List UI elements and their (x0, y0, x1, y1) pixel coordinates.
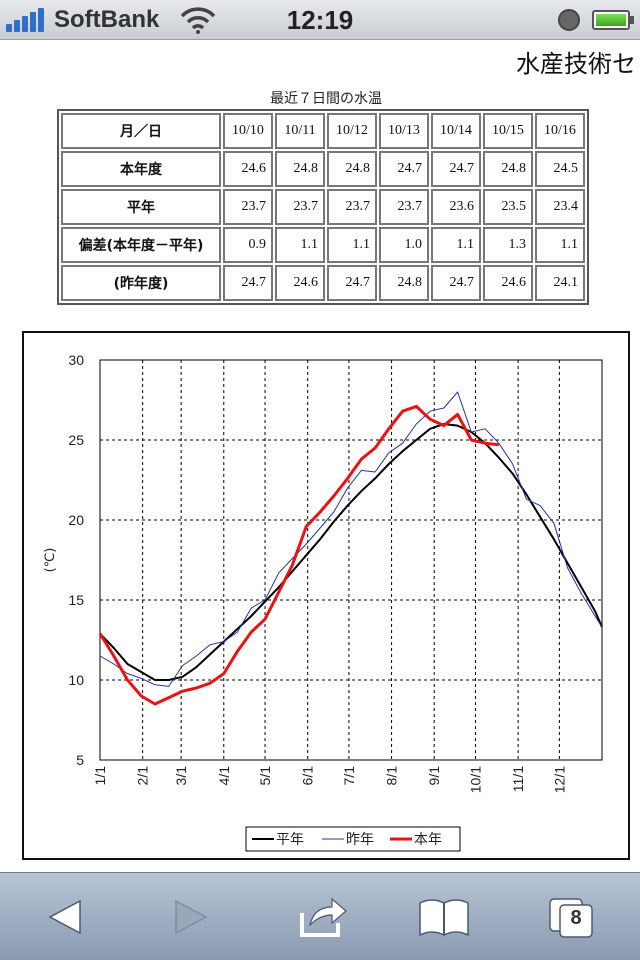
legend-label: 平年 (276, 832, 304, 848)
value-cell: 1.1 (535, 227, 585, 263)
date-cell: 10/14 (431, 113, 481, 149)
value-cell: 1.3 (483, 227, 533, 263)
y-tick-label: 30 (68, 352, 84, 368)
signal-icon (6, 8, 50, 32)
value-cell: 0.9 (223, 227, 273, 263)
date-cell: 10/15 (483, 113, 533, 149)
share-icon[interactable] (292, 891, 352, 943)
date-header-label: 月／日 (61, 113, 221, 149)
date-cell: 10/11 (275, 113, 325, 149)
value-cell: 24.6 (275, 265, 325, 301)
y-tick-label: 25 (68, 432, 84, 448)
chart-legend: 平年 昨年 本年 (245, 826, 461, 852)
rotation-lock-icon (558, 9, 580, 31)
status-bar: SoftBank 12:19 (0, 0, 640, 40)
legend-label: 昨年 (346, 832, 374, 848)
y-tick-label: 5 (76, 752, 84, 768)
wifi-icon (180, 7, 216, 34)
table-caption: 最近７日間の水温 (270, 91, 382, 107)
x-tick-label: 6/1 (300, 766, 316, 786)
temperature-chart: 30 25 20 15 10 5 1/1 2/1 3/1 4/1 5/1 6/1 7/1 8/1 9/1 10… (22, 331, 630, 860)
row-label: 本年度 (61, 151, 221, 187)
value-cell: 24.7 (379, 151, 429, 187)
table-row: 偏差(本年度－平年) 0.9 1.1 1.1 1.0 1.1 1.3 1.1 (61, 227, 585, 263)
x-tick-label: 7/1 (341, 766, 357, 786)
browser-toolbar: 8 (0, 872, 640, 960)
value-cell: 24.7 (431, 265, 481, 301)
chart-canvas: 30 25 20 15 10 5 1/1 2/1 3/1 4/1 5/1 6/1 7/1 8/1 9/1 10… (43, 352, 603, 852)
value-cell: 24.7 (431, 151, 481, 187)
value-cell: 23.7 (223, 189, 273, 225)
value-cell: 24.8 (379, 265, 429, 301)
value-cell: 1.0 (379, 227, 429, 263)
x-tick-label: 8/1 (384, 766, 400, 786)
y-tick-label: 10 (68, 672, 84, 688)
table-header-row: 月／日 10/10 10/11 10/12 10/13 10/14 10/15 … (61, 113, 585, 149)
value-cell: 24.7 (327, 265, 377, 301)
value-cell: 23.7 (379, 189, 429, 225)
value-cell: 1.1 (431, 227, 481, 263)
x-tick-label: 4/1 (216, 766, 232, 786)
tabs-button[interactable]: 8 (546, 891, 606, 943)
status-time: 12:19 (286, 5, 354, 35)
value-cell: 24.8 (483, 151, 533, 187)
date-cell: 10/13 (379, 113, 429, 149)
value-cell: 24.7 (223, 265, 273, 301)
x-tick-label: 2/1 (135, 766, 151, 786)
value-cell: 23.7 (327, 189, 377, 225)
battery-icon (592, 10, 634, 30)
value-cell: 24.8 (275, 151, 325, 187)
x-tick-label: 10/1 (467, 766, 483, 793)
x-tick-label: 3/1 (173, 766, 189, 786)
value-cell: 24.6 (483, 265, 533, 301)
plot-area (99, 359, 603, 761)
value-cell: 24.6 (223, 151, 273, 187)
series-line (99, 423, 603, 681)
legend-box (245, 826, 461, 852)
date-cell: 10/10 (223, 113, 273, 149)
value-cell: 23.5 (483, 189, 533, 225)
value-cell: 23.6 (431, 189, 481, 225)
date-cell: 10/16 (535, 113, 585, 149)
legend-label: 本年 (414, 832, 442, 848)
table-row: (昨年度) 24.7 24.6 24.7 24.8 24.7 24.6 24.1 (61, 265, 585, 301)
value-cell: 23.7 (275, 189, 325, 225)
date-cell: 10/12 (327, 113, 377, 149)
forward-icon[interactable] (160, 891, 220, 943)
value-cell: 24.5 (535, 151, 585, 187)
x-tick-label: 12/1 (551, 766, 567, 793)
x-tick-label: 11/1 (510, 766, 526, 792)
table-row: 平年 23.7 23.7 23.7 23.7 23.6 23.5 23.4 (61, 189, 585, 225)
series-line (98, 404, 499, 706)
y-tick-label: 15 (68, 592, 84, 608)
value-cell: 24.1 (535, 265, 585, 301)
value-cell: 24.8 (327, 151, 377, 187)
value-cell: 1.1 (327, 227, 377, 263)
value-cell: 23.4 (535, 189, 585, 225)
table-row: 本年度 24.6 24.8 24.8 24.7 24.7 24.8 24.5 (61, 151, 585, 187)
row-label: 平年 (61, 189, 221, 225)
tab-count: 8 (570, 907, 582, 929)
y-axis-label: (℃) (43, 548, 58, 573)
bookmarks-icon[interactable] (414, 891, 474, 943)
x-tick-label: 5/1 (257, 766, 273, 786)
pages-icon (549, 898, 593, 938)
series-line (99, 391, 603, 687)
y-tick-label: 20 (68, 512, 84, 528)
row-label: 偏差(本年度－平年) (61, 227, 221, 263)
site-title: 水産技術セ (516, 51, 636, 78)
water-temperature-table: 月／日 10/10 10/11 10/12 10/13 10/14 10/15 … (57, 109, 589, 305)
row-label: (昨年度) (61, 265, 221, 301)
carrier-name: SoftBank (54, 6, 160, 33)
value-cell: 1.1 (275, 227, 325, 263)
x-tick-label: 1/1 (92, 766, 108, 786)
back-icon[interactable] (34, 891, 94, 943)
x-tick-label: 9/1 (426, 766, 442, 786)
